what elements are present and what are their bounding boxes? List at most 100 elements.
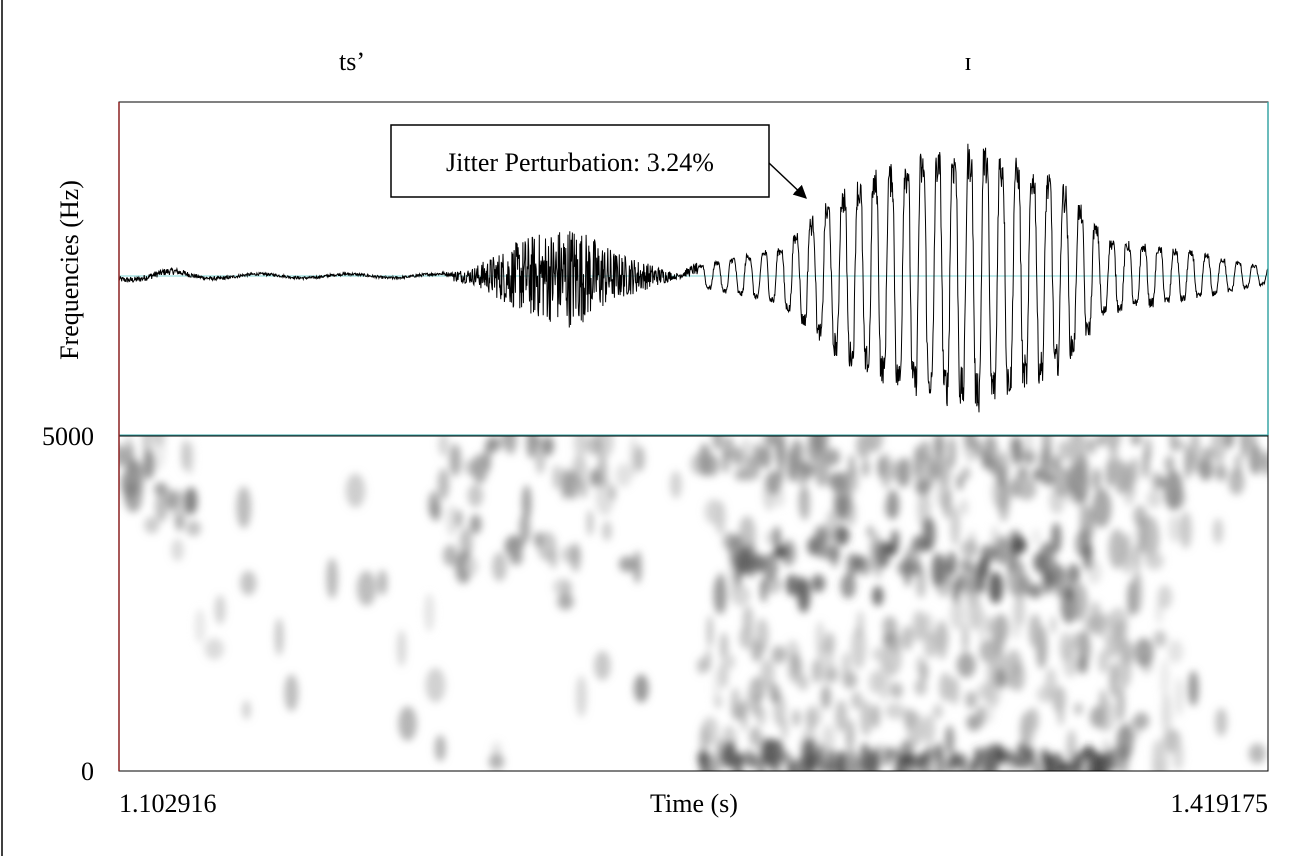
spectrogram-band-3-cell [867, 525, 874, 538]
spectrogram-band-0-cell [181, 439, 189, 471]
spectrogram-band-5-cell [1109, 662, 1118, 699]
spectrogram-band-4-cell [1016, 466, 1029, 481]
spectrogram-band-2-cell [703, 753, 716, 771]
spectrogram-band-5-cell [730, 687, 741, 720]
spectrogram-speckle [1146, 490, 1162, 509]
spectrogram-speckle [594, 650, 611, 681]
spectrogram-speckle [1133, 712, 1150, 730]
spectrogram-speckle [1132, 570, 1142, 615]
spectrogram-band-4-cell [1022, 449, 1036, 466]
spectrogram-speckle [454, 552, 472, 585]
spectrogram-band-5-cell [1073, 631, 1082, 649]
spectrogram-speckle [424, 593, 435, 632]
spectrogram-band-5-cell [714, 695, 723, 709]
spectrogram-band-4-cell [798, 461, 815, 478]
spectrogram-speckle [950, 505, 960, 547]
spectrogram-speckle [377, 569, 388, 596]
spectrogram-band-5-cell [811, 659, 821, 684]
spectrogram-band-5-cell [755, 618, 769, 654]
spectrogram-band-2-cell [733, 752, 746, 767]
spectrogram-band-3-cell [1083, 541, 1093, 571]
spectrogram-band-5-cell [1050, 615, 1057, 635]
spectrogram-band-2-cell [748, 752, 758, 769]
spectrogram-band-1-cell [532, 436, 539, 449]
spectrogram-band-1-cell [522, 485, 532, 521]
spectrogram-speckle [398, 706, 417, 741]
spectrogram-speckle [1014, 561, 1026, 605]
spectrogram-speckle [985, 615, 994, 636]
spectrogram-speckle [959, 498, 969, 516]
spectrogram-band-5-cell [797, 674, 809, 691]
spectrogram-band-4-cell [824, 448, 841, 466]
spectrogram-speckle [446, 504, 458, 537]
y-tick-label-0: 0 [81, 757, 94, 786]
spectrogram-band-3-cell [903, 554, 912, 587]
spectrogram-band-2-cell [918, 752, 927, 770]
spectrogram-band-4-cell [1130, 436, 1142, 446]
spectrogram-band-1-cell [549, 549, 558, 569]
spectrogram-band-4-cell [903, 456, 912, 485]
spectrogram-band-1-cell [449, 443, 462, 477]
spectrogram-speckle [345, 473, 366, 508]
spectrogram-speckle [997, 478, 1010, 522]
annotation-box [390, 124, 770, 198]
spectrogram-band-2-cell [961, 752, 968, 771]
spectrogram-band-1-cell [533, 531, 544, 548]
spectrogram-band-4-cell [1263, 450, 1268, 477]
spectrogram-speckle [356, 570, 377, 607]
spectrogram-band-4-cell [1076, 454, 1089, 485]
spectrogram-speckle [1157, 584, 1173, 610]
spectrogram-speckle [1017, 478, 1037, 501]
spectrogram-band-5-cell [872, 647, 888, 662]
spectrogram-band-3-cell [856, 556, 872, 576]
spectrogram-band-3-cell [945, 551, 958, 576]
spectrogram-band-1-cell [587, 509, 594, 536]
spectrogram-speckle [1173, 739, 1184, 771]
spectrogram-band-2-cell [780, 751, 793, 765]
spectrogram-band-5-cell [856, 610, 865, 639]
spectrogram-band-2-cell [1110, 746, 1120, 771]
spectrogram-band-2-cell [808, 752, 817, 771]
spectrogram-band-4-cell [777, 436, 786, 467]
spectrogram-band-5-cell [933, 624, 949, 650]
spectrogram-speckle [1122, 532, 1132, 575]
spectrogram-band-1-cell [519, 513, 531, 545]
spectrogram-speckle [994, 668, 1008, 689]
spectrogram-band-3-cell [810, 574, 826, 593]
spectrogram-band-3-cell [773, 525, 781, 552]
spectrogram-band-5-cell [912, 610, 926, 642]
spectrogram-band-1-cell [608, 485, 617, 501]
spectrogram-band-4-cell [1158, 475, 1165, 488]
spectrogram-band-1-cell [552, 464, 561, 490]
spectrogram-band-5-cell [939, 672, 952, 702]
spectrogram-band-2-cell [818, 743, 825, 771]
spectrogram-speckle [204, 638, 224, 660]
spectrogram-band-4-cell [840, 470, 852, 491]
spectrogram-band-1-cell [578, 479, 589, 499]
y-axis-label: Frequencies (Hz) [55, 180, 84, 360]
spectrogram-speckle [284, 674, 299, 712]
spectrogram-band-5-cell [1044, 667, 1057, 702]
spectrogram-speckle [835, 495, 850, 518]
spectrogram-band-4-cell [1241, 436, 1248, 458]
spectrogram-speckle [1031, 528, 1042, 546]
spectrogram-speckle [701, 716, 719, 745]
spectrogram-band-5-cell [704, 649, 712, 672]
spectrogram-speckle [425, 667, 446, 703]
spectrogram-band-4-cell [1164, 455, 1175, 473]
spectrogram-band-5-cell [842, 671, 858, 689]
spectrogram-speckle [936, 480, 952, 510]
spectrogram-band-4-cell [964, 436, 976, 450]
spectrogram-band-2-cell [924, 745, 935, 764]
spectrogram-speckle [944, 725, 955, 755]
spectrogram-band-2-cell [715, 738, 724, 771]
spectrogram-band-2-cell [1026, 746, 1036, 765]
spectrogram-band-1-cell [430, 500, 442, 522]
spectrogram-band-5-cell [760, 658, 775, 688]
spectrogram-band-5-cell [890, 682, 903, 699]
spectrogram-band-2-cell [1032, 759, 1042, 771]
spectrogram-speckle [877, 658, 891, 701]
spectrogram-band-3-cell [1053, 565, 1068, 598]
spectrogram-band-2-cell [883, 745, 891, 767]
spectrogram-band-1-cell [595, 436, 603, 457]
